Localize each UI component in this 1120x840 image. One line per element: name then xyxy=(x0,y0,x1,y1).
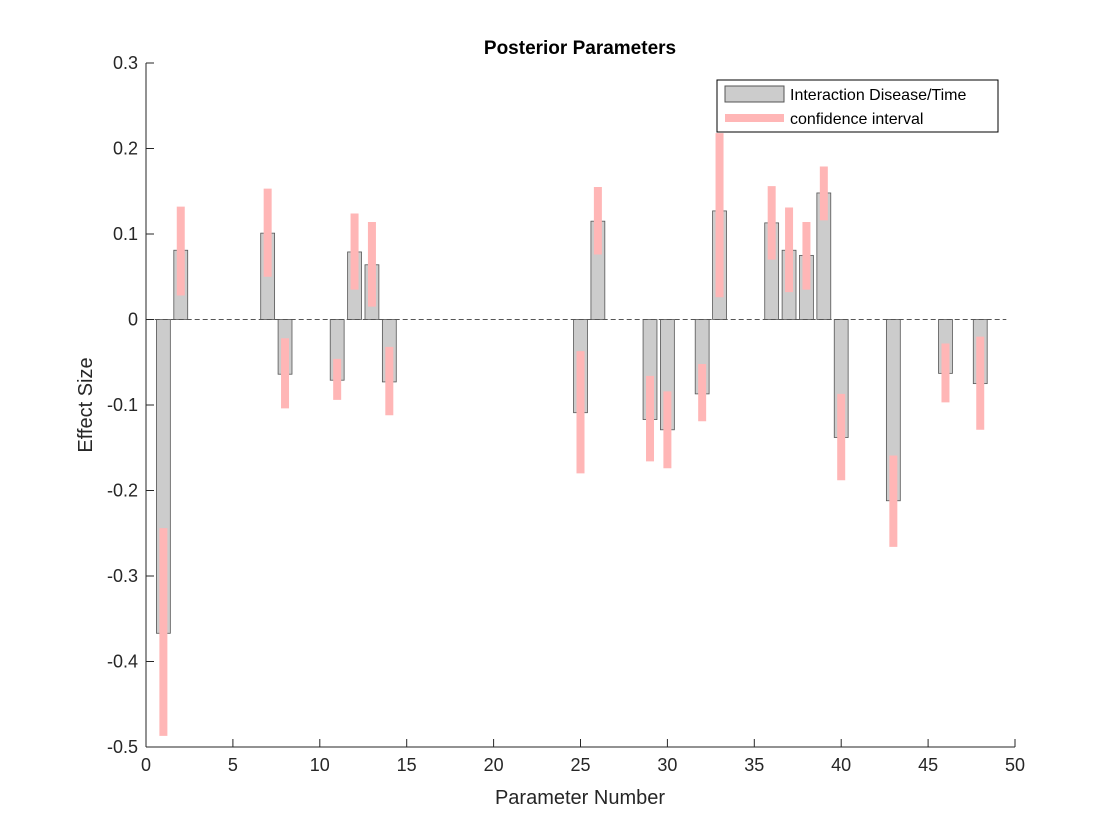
legend: Interaction Disease/Time confidence inte… xyxy=(716,79,999,133)
y-tick-label-6: 0.1 xyxy=(113,224,138,244)
legend-swatch-bar xyxy=(724,85,785,103)
x-tick-label-45: 45 xyxy=(918,755,938,775)
legend-box xyxy=(716,79,999,133)
x-axis-label: Parameter Number xyxy=(495,787,665,809)
x-tick-label-25: 25 xyxy=(570,755,590,775)
y-tick-label-5: 0 xyxy=(128,310,138,330)
x-tick-label-40: 40 xyxy=(831,755,851,775)
y-tick-label-7: 0.2 xyxy=(113,139,138,159)
y-tick-label-3: -0.2 xyxy=(107,481,138,501)
x-tick-label-30: 30 xyxy=(657,755,677,775)
legend-label-bar: Interaction Disease/Time xyxy=(790,87,966,104)
x-tick-label-0: 0 xyxy=(141,755,151,775)
x-tick-label-5: 5 xyxy=(228,755,238,775)
x-tick-label-50: 50 xyxy=(1005,755,1025,775)
y-tick-label-1: -0.4 xyxy=(107,652,138,672)
legend-label-interval: confidence interval xyxy=(790,111,923,128)
x-tick-label-20: 20 xyxy=(484,755,504,775)
y-tick-label-0: -0.5 xyxy=(107,737,138,757)
y-tick-label-8: 0.3 xyxy=(113,53,138,73)
y-tick-label-2: -0.3 xyxy=(107,566,138,586)
x-tick-label-35: 35 xyxy=(744,755,764,775)
chart-title: Posterior Parameters xyxy=(484,38,676,59)
y-axis-label: Effect Size xyxy=(75,357,97,452)
y-tick-label-4: -0.1 xyxy=(107,395,138,415)
confidence-intervals-layer xyxy=(159,133,985,736)
axes-layer: 0 5 10 15 20 25 30 35 40 45 50 -0.5 -0.4 -0.3 -0.2 -0.1… xyxy=(107,53,1025,775)
x-tick-label-10: 10 xyxy=(310,755,330,775)
x-tick-label-15: 15 xyxy=(397,755,417,775)
